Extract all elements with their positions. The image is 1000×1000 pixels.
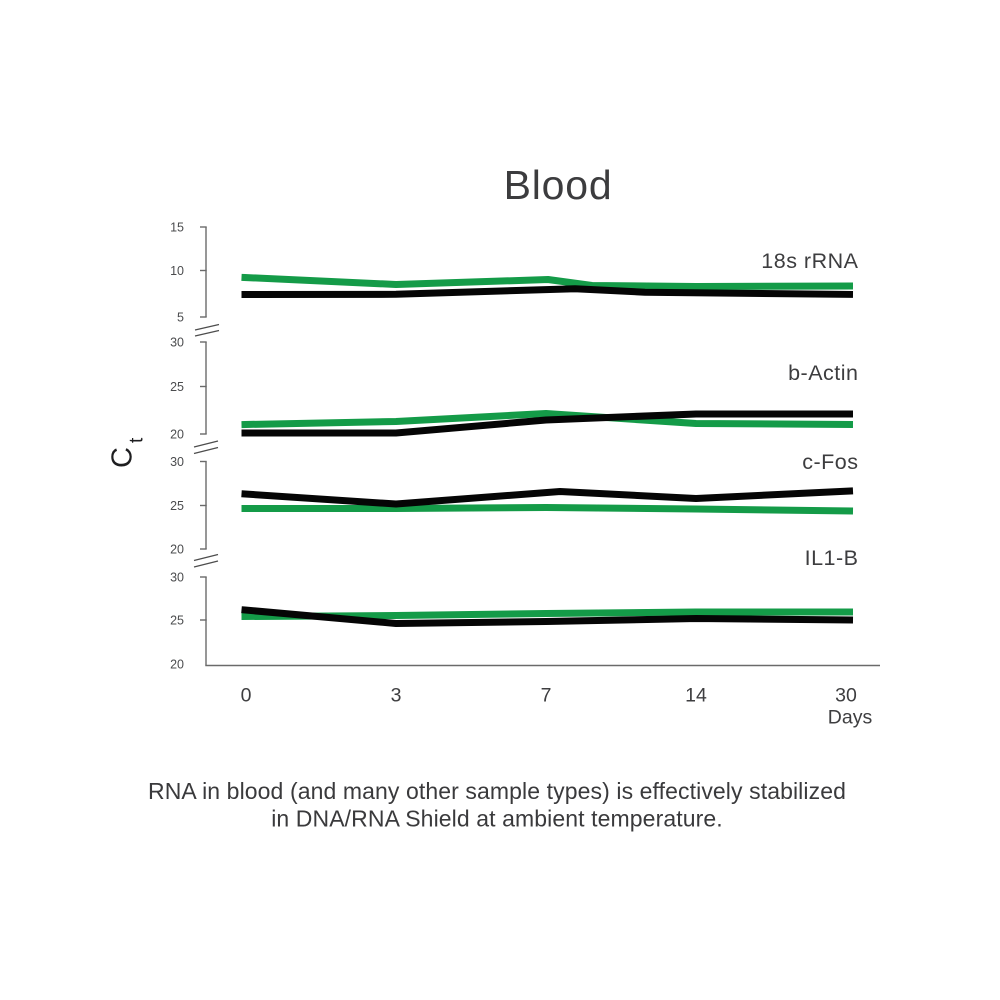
svg-text:RNA in blood (and many other s: RNA in blood (and many other sample type… — [148, 778, 846, 804]
svg-text:Days: Days — [828, 707, 873, 729]
svg-text:IL1-B: IL1-B — [805, 546, 859, 570]
svg-text:18s rRNA: 18s rRNA — [761, 249, 858, 273]
svg-text:20: 20 — [170, 543, 184, 557]
svg-text:c-Fos: c-Fos — [802, 450, 858, 474]
svg-text:25: 25 — [170, 614, 184, 628]
svg-text:10: 10 — [170, 264, 184, 278]
svg-text:20: 20 — [170, 658, 184, 672]
svg-text:30: 30 — [170, 336, 184, 350]
svg-text:in DNA/RNA Shield at ambient t: in DNA/RNA Shield at ambient temperature… — [271, 806, 723, 832]
svg-text:30: 30 — [170, 571, 184, 585]
svg-text:b-Actin: b-Actin — [788, 361, 858, 385]
svg-text:3: 3 — [391, 685, 402, 707]
svg-text:30: 30 — [170, 455, 184, 469]
svg-text:Blood: Blood — [504, 162, 613, 208]
svg-text:15: 15 — [170, 221, 184, 235]
svg-text:30: 30 — [835, 685, 857, 707]
svg-text:14: 14 — [685, 685, 707, 707]
svg-text:25: 25 — [170, 380, 184, 394]
svg-text:0: 0 — [241, 685, 252, 707]
svg-text:20: 20 — [170, 428, 184, 442]
svg-text:5: 5 — [177, 311, 184, 325]
svg-text:25: 25 — [170, 499, 184, 513]
svg-text:7: 7 — [541, 685, 552, 707]
